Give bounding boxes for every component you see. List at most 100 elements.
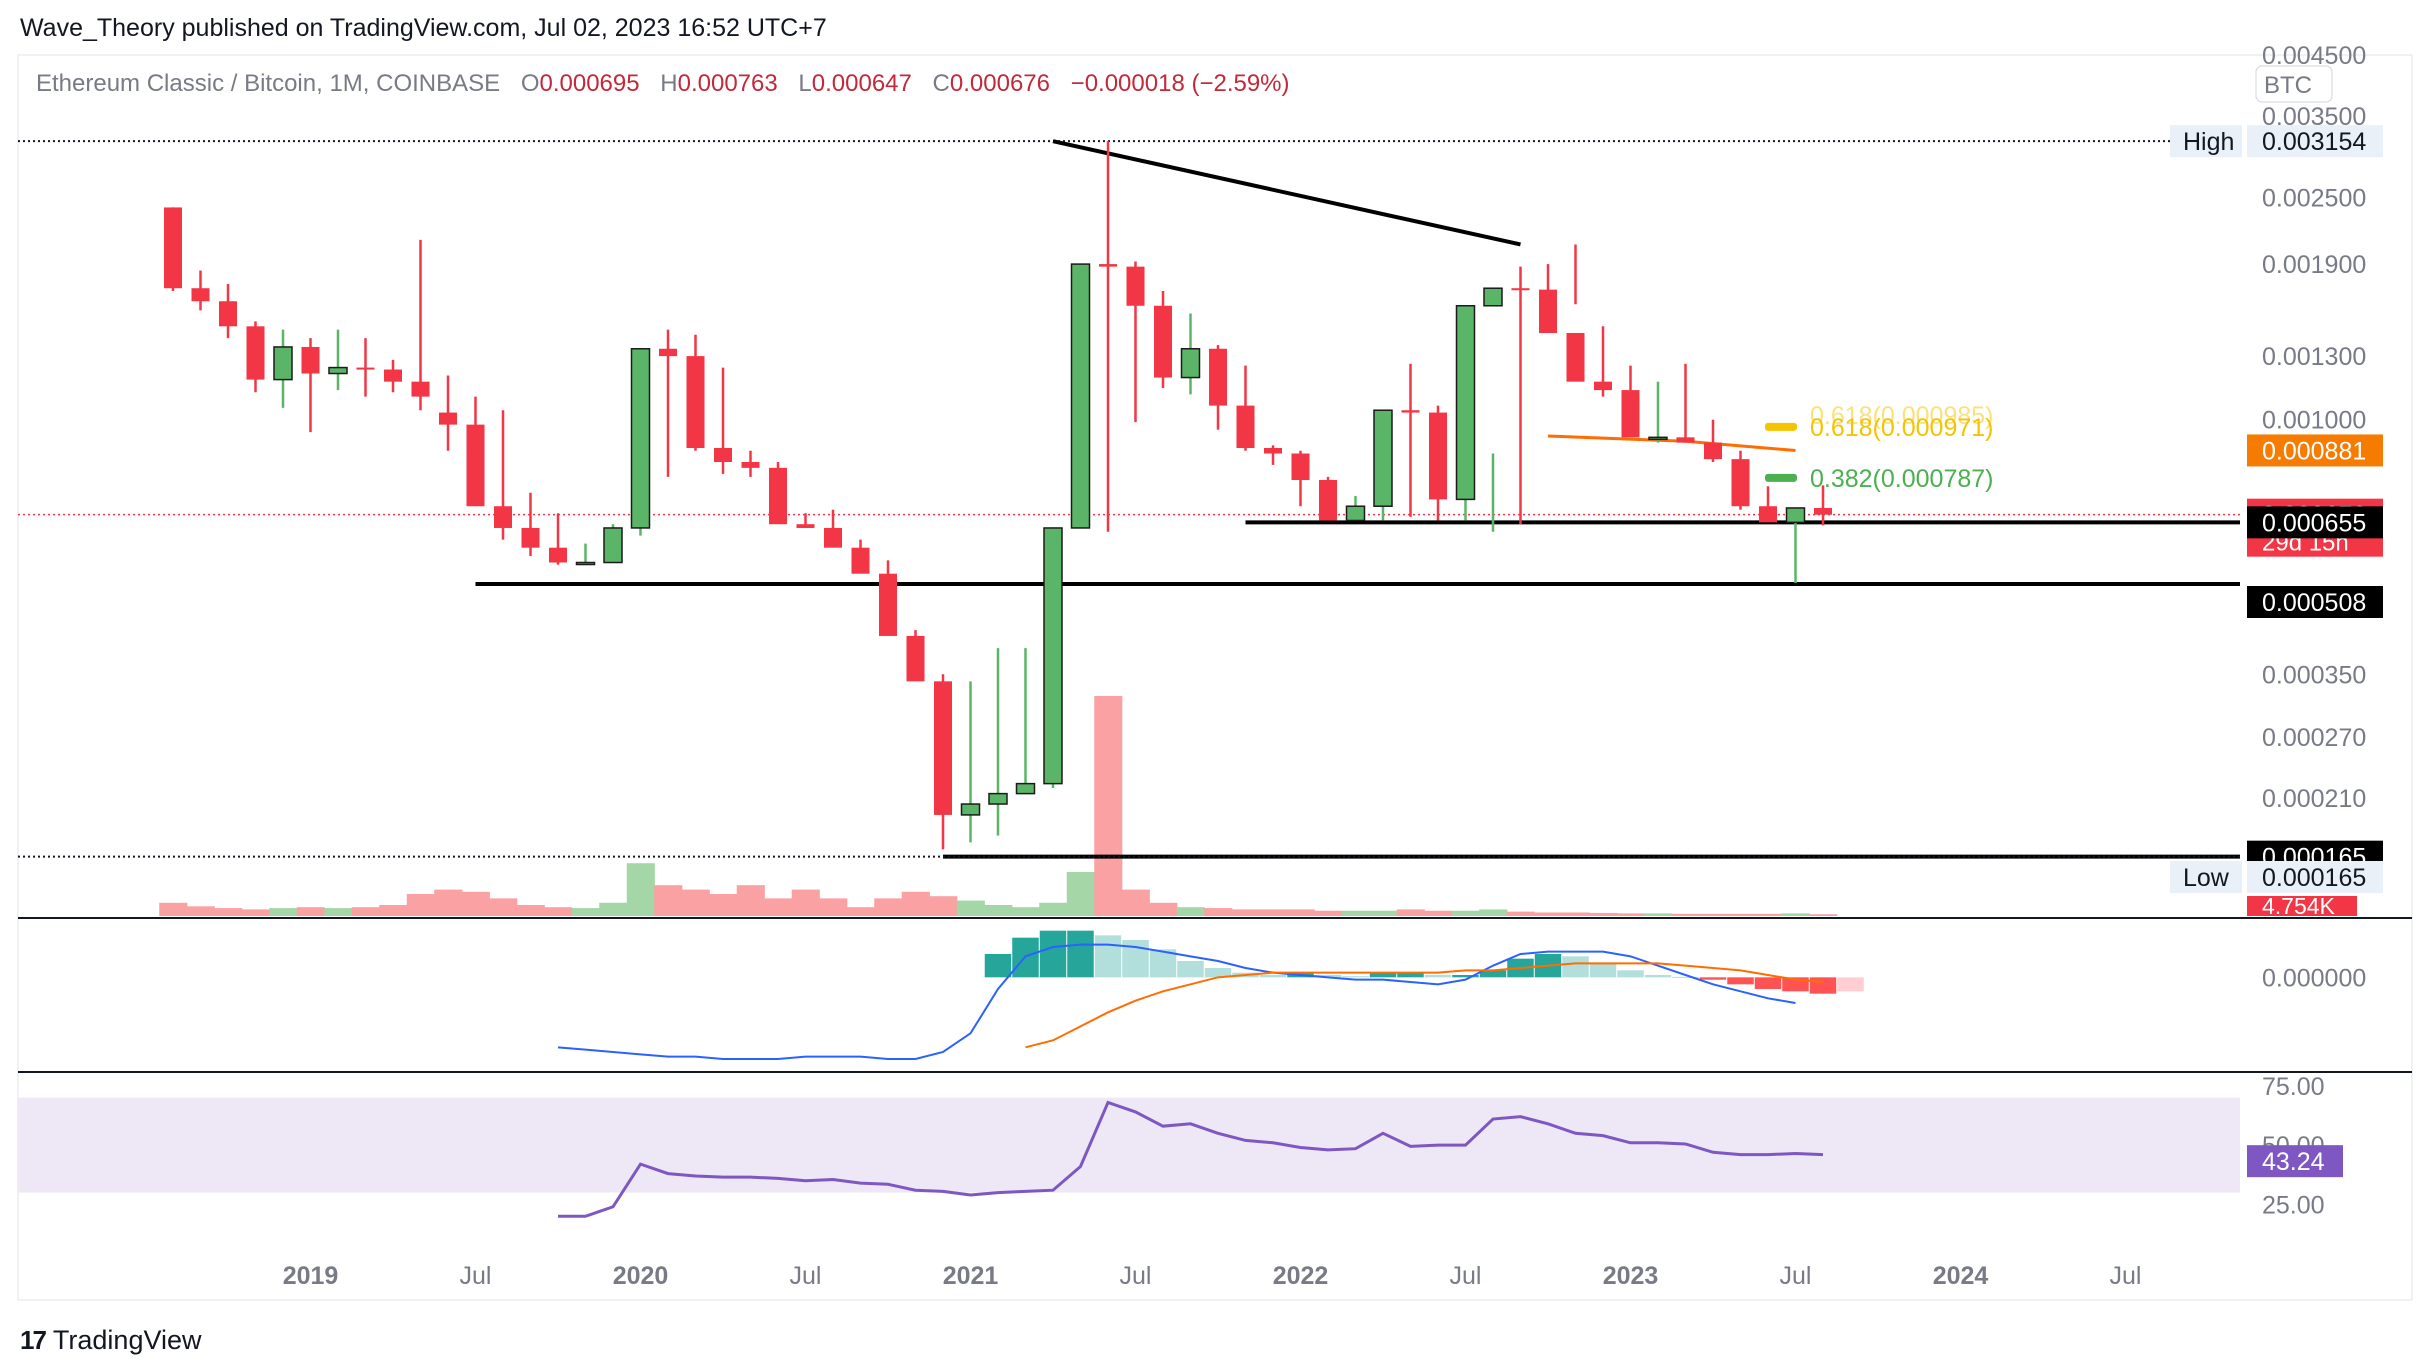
macd-histogram-bar <box>1204 968 1232 978</box>
volume-bar <box>269 908 298 916</box>
candle-body <box>714 447 732 463</box>
candle-body <box>1483 287 1503 307</box>
volume-bar <box>929 896 958 916</box>
volume-bar <box>214 908 243 916</box>
macd-histogram-bar <box>1562 956 1589 978</box>
currency-label: BTC <box>2264 72 2312 99</box>
x-tick-label: Jul <box>1450 1262 1482 1290</box>
volume-bar <box>599 902 628 916</box>
volume-bar <box>1176 907 1205 916</box>
rsi-line <box>558 1100 1824 1218</box>
volume-bar <box>1204 908 1233 916</box>
rsi-tick-label: 25.00 <box>2262 1191 2325 1219</box>
macd-histogram-bar <box>1837 977 1864 992</box>
volume-bar <box>1039 902 1068 916</box>
candle-body <box>356 367 375 370</box>
volume-bar <box>241 909 270 916</box>
ema-line <box>1547 434 1796 452</box>
volume-bar <box>489 898 518 916</box>
x-tick-label: 2022 <box>1273 1262 1329 1290</box>
candle-body <box>1401 410 1420 413</box>
tradingview-footer[interactable]: 17 TradingView <box>20 1325 202 1356</box>
volume-bar <box>819 898 848 916</box>
volume-bar <box>1231 909 1260 916</box>
price-label-bg <box>2247 586 2383 618</box>
price-prefix-bg <box>2170 125 2242 158</box>
fib-marker <box>1765 473 1797 482</box>
tradingview-logo-icon: 17 <box>20 1325 47 1355</box>
volume-label: 4.754K <box>2262 893 2336 919</box>
volume-label-bg <box>2247 896 2357 916</box>
x-tick-label: 2021 <box>943 1262 999 1290</box>
candle-body <box>273 346 293 381</box>
macd-line <box>557 943 1796 1060</box>
candle-body <box>191 288 210 302</box>
x-tick-label: Jul <box>1780 1262 1812 1290</box>
price-label-bg <box>2247 506 2383 539</box>
volume-bar <box>1149 902 1178 916</box>
macd-histogram-bar <box>1314 975 1342 978</box>
fib-ghost-label: 0.618(0.000985) <box>1810 402 1993 430</box>
volume-bar <box>681 889 710 916</box>
candle-body <box>824 527 842 548</box>
candle-body <box>1539 289 1557 333</box>
candle-body <box>1209 348 1227 406</box>
fib-marker <box>1765 422 1797 431</box>
volume-bar <box>956 900 985 916</box>
macd-histogram-bar <box>1424 975 1452 978</box>
volume-bar <box>434 889 463 916</box>
candle-body <box>1154 305 1172 378</box>
rsi-value-label: 43.24 <box>2262 1148 2325 1176</box>
volume-bar <box>1534 912 1563 916</box>
candles <box>164 141 1832 850</box>
price-label-bg <box>2247 861 2383 893</box>
volume-bar <box>1589 912 1618 916</box>
price-prefix: Low <box>2183 864 2230 892</box>
x-axis-labels: 2019 Jul 2020 Jul 2021 Jul 2022 Jul 2023 Jul 2024 J… <box>283 1262 2142 1290</box>
y-tick-label: 0.004500 <box>2262 42 2366 70</box>
rsi-value-bg <box>2247 1145 2343 1178</box>
price-label-bg <box>2247 434 2383 467</box>
volume-bar <box>1506 911 1535 916</box>
macd-histogram-bar <box>1672 976 1699 978</box>
volume-bar <box>1671 913 1700 916</box>
candle-body <box>1180 348 1201 379</box>
y-tick-label: 0.000210 <box>2262 785 2366 813</box>
volume-bar <box>351 907 380 916</box>
symbol-legend: Ethereum Classic / Bitcoin, 1M, COINBASE… <box>36 70 1304 98</box>
candle-body <box>1236 405 1255 448</box>
candle-body <box>741 462 760 468</box>
volume-bar <box>186 906 215 916</box>
volume-bar <box>379 905 408 916</box>
volume-bar <box>1809 914 1838 916</box>
volume-bar <box>846 907 875 916</box>
candle-body <box>1566 332 1585 382</box>
low-key: L <box>798 70 812 97</box>
volume-bar <box>571 908 600 916</box>
symbol-name[interactable]: Ethereum Classic / Bitcoin, 1M, COINBASE <box>36 70 501 97</box>
volume-bar <box>1121 889 1150 916</box>
candle-body <box>246 326 265 380</box>
price-label: 0.000655 <box>2262 509 2366 537</box>
rsi-tick-label: 75.00 <box>2262 1073 2325 1101</box>
candle-body <box>1429 412 1447 500</box>
candle-body <box>439 412 457 425</box>
volume-bar <box>1699 913 1728 916</box>
volume-bar <box>1286 909 1315 916</box>
price-label: 0.000881 <box>2262 437 2366 465</box>
volume-bar <box>736 885 765 916</box>
y-tick-label: 0.001000 <box>2262 407 2366 435</box>
candle-body <box>1648 436 1668 441</box>
volume-bar <box>984 905 1013 916</box>
currency-badge <box>2255 65 2333 103</box>
x-tick-label: 2019 <box>283 1262 339 1290</box>
macd-histogram-bar <box>1727 977 1754 985</box>
volume-bar <box>1644 913 1673 916</box>
macd-histogram-bar <box>1452 975 1479 978</box>
publish-info: Wave_Theory published on TradingView.com… <box>20 14 827 42</box>
candle-body <box>1264 447 1282 454</box>
volume-bar <box>709 894 738 916</box>
candle-body <box>164 207 182 289</box>
